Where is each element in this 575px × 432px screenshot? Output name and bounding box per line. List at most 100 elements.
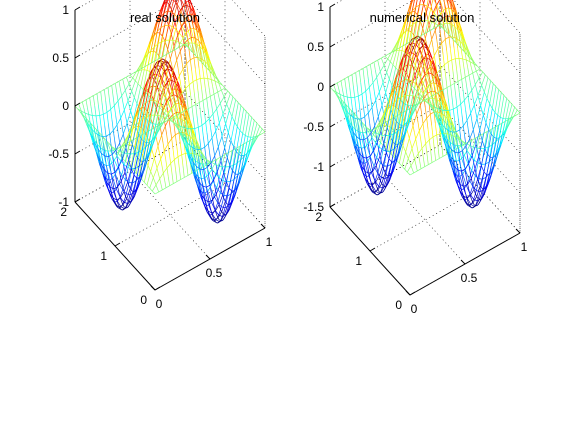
mesh-segment xyxy=(418,83,422,89)
mesh-segment xyxy=(201,195,206,201)
mesh-segment xyxy=(115,80,120,84)
mesh-segment xyxy=(349,108,352,111)
mesh-segment xyxy=(177,26,182,36)
mesh-segment xyxy=(151,60,156,63)
mesh-segment xyxy=(121,126,124,135)
mesh-segment xyxy=(218,211,221,216)
mesh-segment xyxy=(464,77,468,87)
mesh-segment xyxy=(419,64,422,69)
mesh-segment xyxy=(125,201,130,209)
mesh-segment xyxy=(121,95,124,104)
mesh-segment xyxy=(151,79,155,87)
mesh-segment xyxy=(88,114,93,116)
mesh-segment xyxy=(224,100,228,105)
mesh-segment xyxy=(181,153,186,156)
mesh-segment xyxy=(193,145,199,163)
mesh-segment xyxy=(130,182,134,190)
mesh-segment xyxy=(145,71,151,93)
mesh-segment xyxy=(106,141,112,152)
mesh-segment xyxy=(181,88,186,94)
mesh-segment xyxy=(181,137,186,147)
mesh-segment xyxy=(439,101,445,121)
mesh-segment xyxy=(439,156,444,159)
mesh-segment xyxy=(472,142,476,148)
mesh-segment xyxy=(363,164,366,172)
mesh-segment xyxy=(104,150,110,166)
mesh-segment xyxy=(132,125,137,131)
mesh-segment xyxy=(101,153,106,157)
mesh-segment xyxy=(430,111,435,115)
mesh-segment xyxy=(184,108,189,112)
mesh-segment xyxy=(185,33,190,44)
mesh-segment xyxy=(453,83,457,96)
mesh-segment xyxy=(169,11,172,19)
mesh-segment xyxy=(124,90,128,96)
mesh-segment xyxy=(136,152,139,161)
mesh-segment xyxy=(465,59,469,68)
mesh-segment xyxy=(169,59,173,65)
mesh-segment xyxy=(423,3,426,8)
mesh-segment xyxy=(445,123,451,143)
mesh-segment xyxy=(156,139,159,146)
mesh-segment xyxy=(467,179,470,183)
mesh-segment xyxy=(113,188,116,195)
mesh-segment xyxy=(123,109,127,117)
mesh-segment xyxy=(157,115,162,117)
mesh-segment xyxy=(417,153,421,162)
mesh-segment xyxy=(126,74,131,78)
mesh-segment xyxy=(477,124,481,131)
mesh-segment xyxy=(463,154,469,164)
mesh-segment xyxy=(107,150,113,164)
mesh-segment xyxy=(144,139,148,148)
mesh-segment xyxy=(199,156,202,162)
mesh-segment xyxy=(225,165,231,182)
mesh-segment xyxy=(398,145,404,164)
mesh-segment xyxy=(146,108,149,117)
mesh-segment xyxy=(386,127,390,133)
mesh-segment xyxy=(431,160,436,163)
mesh-segment xyxy=(222,103,228,115)
mesh-segment xyxy=(468,139,473,143)
mesh-segment xyxy=(131,190,137,201)
mesh-segment xyxy=(222,142,226,148)
mesh-segment xyxy=(233,175,238,180)
mesh-segment xyxy=(166,82,170,90)
mesh-segment xyxy=(414,159,417,166)
mesh-segment xyxy=(86,107,90,115)
mesh-segment xyxy=(146,122,151,143)
mesh-segment xyxy=(415,78,418,84)
mesh-segment xyxy=(223,166,227,175)
mesh-segment xyxy=(198,150,201,157)
mesh-segment xyxy=(188,106,193,110)
mesh-segment xyxy=(380,171,384,178)
z-tick-label: 0 xyxy=(62,99,69,113)
mesh-segment xyxy=(365,158,369,167)
mesh-segment xyxy=(381,137,385,144)
mesh-segment xyxy=(144,131,149,134)
mesh-segment xyxy=(97,148,102,154)
mesh-segment xyxy=(199,49,202,59)
mesh-segment xyxy=(135,177,140,191)
mesh-segment xyxy=(209,179,214,186)
mesh-segment xyxy=(103,89,107,101)
mesh-segment xyxy=(194,43,199,59)
mesh-segment xyxy=(122,189,127,194)
mesh-segment xyxy=(159,116,163,121)
mesh-segment xyxy=(481,70,483,73)
mesh-segment xyxy=(401,112,404,121)
mesh-segment xyxy=(431,125,434,137)
mesh-segment xyxy=(448,126,454,145)
mesh-segment xyxy=(151,124,157,141)
mesh-segment xyxy=(200,30,205,44)
mesh-segment xyxy=(122,158,125,161)
mesh-segment xyxy=(183,44,186,54)
mesh-segment xyxy=(160,70,165,78)
mesh-segment xyxy=(419,45,424,49)
mesh-segment xyxy=(465,146,468,156)
mesh-segment xyxy=(449,142,455,160)
mesh-segment xyxy=(490,164,496,177)
mesh-segment xyxy=(442,27,445,30)
mesh-segment xyxy=(142,110,146,119)
mesh-segment xyxy=(384,148,387,153)
mesh-segment xyxy=(169,46,173,53)
